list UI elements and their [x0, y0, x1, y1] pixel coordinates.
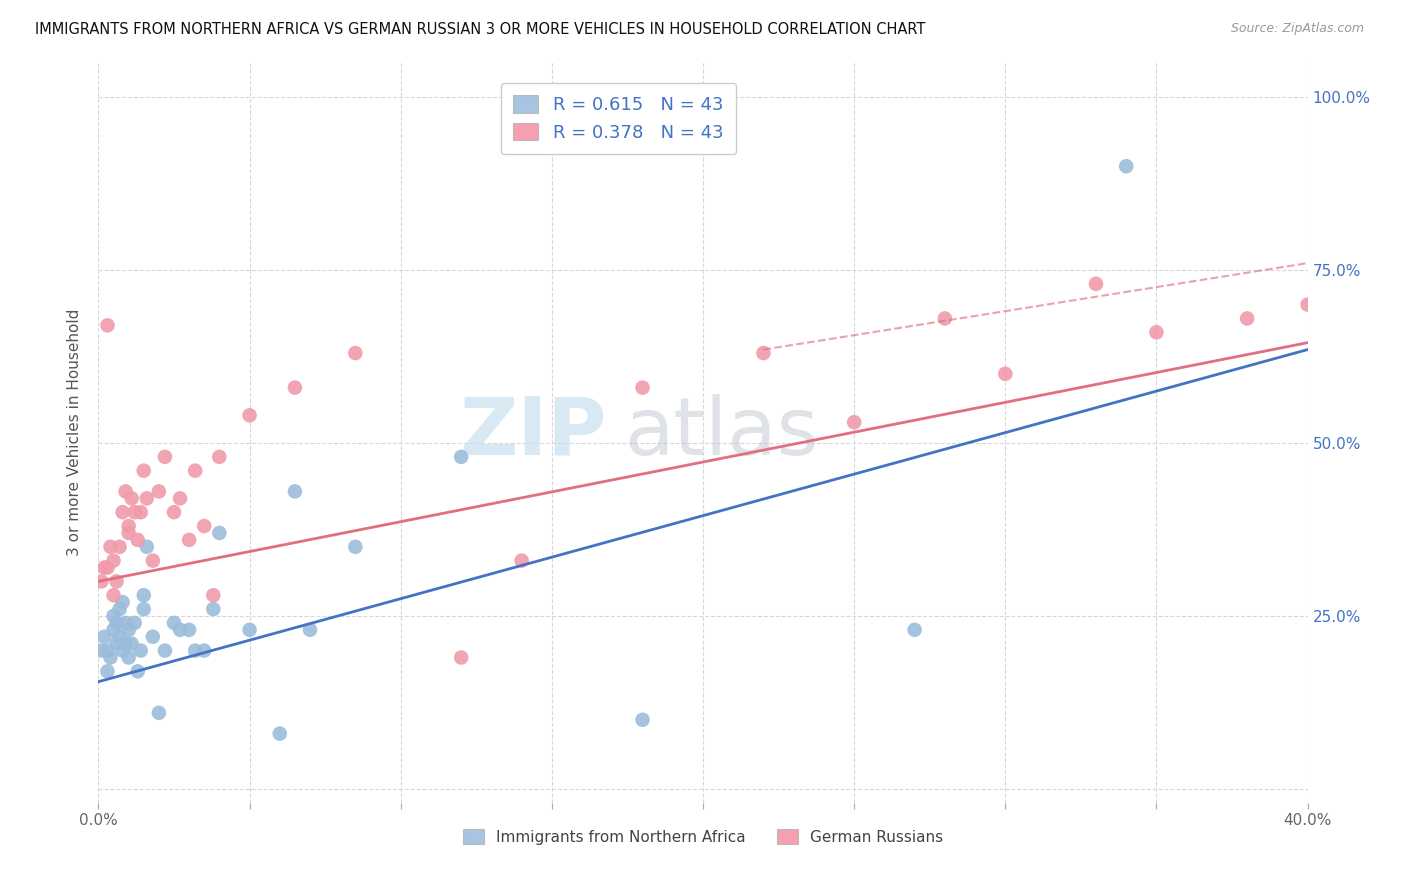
- Point: [103, 554, 125, 568]
- Point: [93, 630, 115, 644]
- Point: [108, 540, 131, 554]
- Point: [103, 588, 125, 602]
- Point: [111, 643, 134, 657]
- Point: [844, 415, 866, 429]
- Point: [163, 615, 186, 630]
- Point: [108, 630, 131, 644]
- Point: [121, 637, 143, 651]
- Point: [135, 491, 157, 506]
- Point: [93, 560, 115, 574]
- Point: [114, 637, 136, 651]
- Point: [904, 623, 927, 637]
- Point: [148, 706, 170, 720]
- Point: [153, 450, 176, 464]
- Text: IMMIGRANTS FROM NORTHERN AFRICA VS GERMAN RUSSIAN 3 OR MORE VEHICLES IN HOUSEHOL: IMMIGRANTS FROM NORTHERN AFRICA VS GERMA…: [35, 22, 925, 37]
- Point: [105, 637, 128, 651]
- Point: [103, 609, 125, 624]
- Point: [153, 643, 176, 657]
- Point: [450, 650, 472, 665]
- Point: [193, 519, 215, 533]
- Point: [184, 464, 207, 478]
- Point: [96, 665, 118, 679]
- Point: [111, 505, 134, 519]
- Point: [934, 311, 956, 326]
- Point: [1144, 326, 1167, 340]
- Y-axis label: 3 or more Vehicles in Household: 3 or more Vehicles in Household: [67, 309, 83, 557]
- Point: [135, 540, 157, 554]
- Point: [202, 588, 225, 602]
- Legend: Immigrants from Northern Africa, German Russians: Immigrants from Northern Africa, German …: [457, 823, 949, 851]
- Point: [344, 346, 367, 360]
- Point: [179, 623, 201, 637]
- Point: [631, 381, 654, 395]
- Point: [114, 615, 136, 630]
- Point: [105, 615, 128, 630]
- Point: [103, 623, 125, 637]
- Point: [239, 409, 262, 423]
- Point: [129, 505, 152, 519]
- Point: [284, 381, 307, 395]
- Point: [124, 615, 146, 630]
- Point: [118, 650, 141, 665]
- Point: [132, 588, 155, 602]
- Point: [994, 367, 1017, 381]
- Point: [169, 623, 191, 637]
- Point: [90, 643, 112, 657]
- Point: [208, 450, 231, 464]
- Point: [96, 318, 118, 333]
- Point: [142, 554, 165, 568]
- Point: [127, 665, 149, 679]
- Point: [299, 623, 322, 637]
- Point: [179, 533, 201, 547]
- Point: [269, 726, 291, 740]
- Point: [118, 623, 141, 637]
- Point: [344, 540, 367, 554]
- Point: [239, 623, 262, 637]
- Point: [118, 519, 141, 533]
- Point: [132, 464, 155, 478]
- Point: [105, 574, 128, 589]
- Point: [169, 491, 191, 506]
- Point: [510, 554, 533, 568]
- Point: [142, 630, 165, 644]
- Point: [148, 484, 170, 499]
- Point: [121, 491, 143, 506]
- Point: [450, 450, 472, 464]
- Point: [1115, 159, 1137, 173]
- Point: [1085, 277, 1108, 291]
- Point: [1236, 311, 1258, 326]
- Point: [108, 602, 131, 616]
- Point: [208, 525, 231, 540]
- Point: [96, 560, 118, 574]
- Point: [124, 505, 146, 519]
- Point: [193, 643, 215, 657]
- Text: Source: ZipAtlas.com: Source: ZipAtlas.com: [1230, 22, 1364, 36]
- Point: [100, 540, 122, 554]
- Point: [90, 574, 112, 589]
- Point: [132, 602, 155, 616]
- Point: [184, 643, 207, 657]
- Point: [96, 643, 118, 657]
- Point: [163, 505, 186, 519]
- Point: [202, 602, 225, 616]
- Point: [284, 484, 307, 499]
- Text: ZIP: ZIP: [458, 393, 606, 472]
- Point: [114, 484, 136, 499]
- Point: [1296, 297, 1319, 311]
- Text: atlas: atlas: [624, 393, 818, 472]
- Point: [111, 595, 134, 609]
- Point: [100, 650, 122, 665]
- Point: [631, 713, 654, 727]
- Point: [752, 346, 775, 360]
- Point: [127, 533, 149, 547]
- Point: [129, 643, 152, 657]
- Point: [118, 525, 141, 540]
